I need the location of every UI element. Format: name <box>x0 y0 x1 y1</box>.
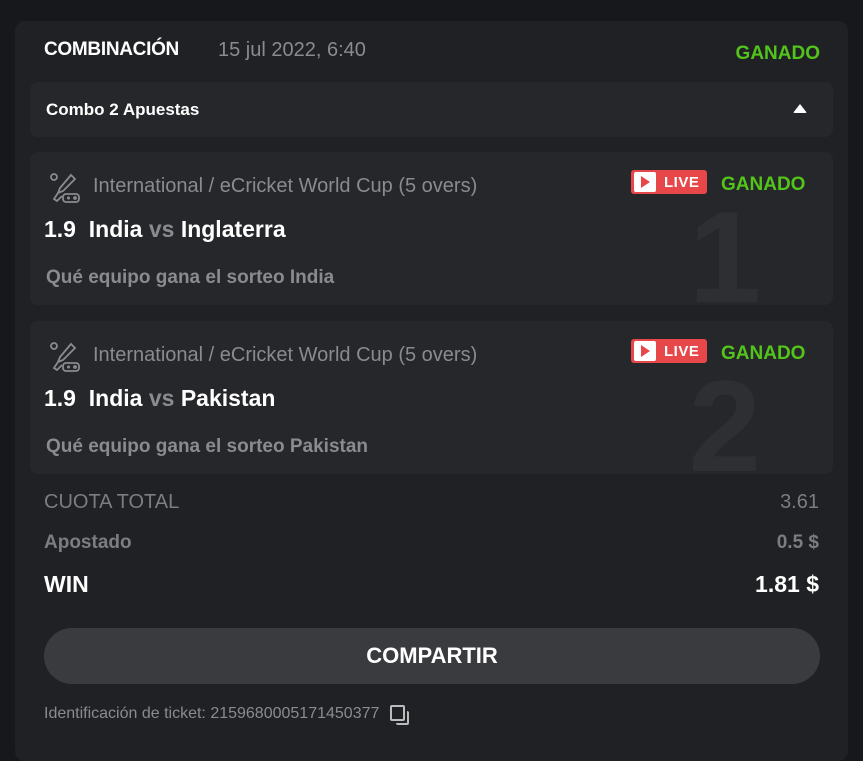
play-icon <box>634 341 656 361</box>
bet-index: 2 <box>688 353 761 474</box>
bet-status: GANADO <box>721 343 806 364</box>
play-icon <box>634 172 656 192</box>
combo-toggle[interactable]: Combo 2 Apuestas <box>30 82 833 137</box>
share-button[interactable]: COMPARTIR <box>44 628 820 684</box>
market: Qué equipo gana el sorteo Pakistan <box>46 436 369 457</box>
bet-item: 2 International / eCricket World Cup (5 … <box>30 321 833 474</box>
bet-date: 15 jul 2022, 6:40 <box>218 39 366 61</box>
market: Qué equipo gana el sorteo India <box>46 267 335 288</box>
league-name: International / eCricket World Cup (5 ov… <box>93 344 478 366</box>
copy-icon[interactable] <box>389 704 410 725</box>
total-odds-row: CUOTA TOTAL 3.61 <box>44 491 819 513</box>
live-badge: LIVE <box>631 339 707 363</box>
bet-ticket-card: COMBINACIÓN 15 jul 2022, 6:40 GANADO Com… <box>15 21 848 761</box>
win-row: WIN 1.81 $ <box>44 571 819 597</box>
ecricket-icon <box>50 342 80 372</box>
ticket-id: Identificación de ticket: 21596800051714… <box>44 704 410 725</box>
bet-item: 1 International / eCricket World Cup (5 … <box>30 152 833 305</box>
bet-status: GANADO <box>721 174 806 195</box>
bet-index: 1 <box>688 184 761 305</box>
league-name: International / eCricket World Cup (5 ov… <box>93 175 478 197</box>
match: 1.9 India vs Pakistan <box>44 385 276 411</box>
status-badge: GANADO <box>735 43 820 64</box>
ecricket-icon <box>50 173 80 203</box>
combo-label: Combo 2 Apuestas <box>46 100 200 119</box>
live-badge: LIVE <box>631 170 707 194</box>
caret-up-icon[interactable] <box>793 104 807 113</box>
match: 1.9 India vs Inglaterra <box>44 216 286 242</box>
stake-row: Apostado 0.5 $ <box>44 532 819 553</box>
bet-type: COMBINACIÓN <box>44 39 179 60</box>
